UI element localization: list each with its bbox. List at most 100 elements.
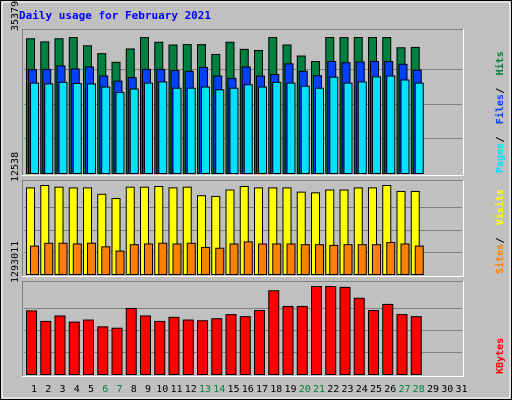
panel-hits-files-pages-bar-pages-day-18 — [272, 81, 282, 174]
panel-kbytes-bar-kbytes-day-16 — [239, 316, 251, 376]
panel-hits-files-pages-bar-pages-day-1 — [30, 82, 39, 174]
panel-hits-files-pages-bar-pages-day-28 — [414, 82, 424, 174]
panel-visits-sites-bar-sites-day-28 — [414, 245, 424, 276]
panel-hits-files-pages-bar-pages-day-4 — [72, 83, 82, 174]
x-tick-label-day-3: 3 — [59, 384, 65, 395]
x-tick-label-day-18: 18 — [270, 384, 282, 395]
panel-hits-files-pages-bar-pages-day-25 — [372, 76, 381, 174]
panel-hits-files-pages-legend-pages: Pages — [495, 143, 506, 173]
x-tick-label-day-24: 24 — [356, 384, 368, 395]
x-tick-label-day-22: 22 — [327, 384, 339, 395]
x-tick-label-day-14: 14 — [213, 384, 225, 395]
panel-hits-files-pages-bar-pages-day-20 — [300, 85, 310, 174]
panel-kbytes-bar-kbytes-day-28 — [410, 316, 422, 376]
panel-kbytes-bar-kbytes-day-13 — [197, 320, 208, 375]
panel-visits-sites-bar-sites-day-5 — [87, 242, 96, 276]
panel-visits-sites-bar-sites-day-12 — [186, 242, 196, 276]
panel-visits-sites-legend-sites: Sites — [494, 244, 506, 274]
panel-visits-sites-bar-sites-day-21 — [315, 244, 324, 275]
panel-kbytes-bar-kbytes-day-21 — [311, 286, 322, 375]
panel-visits-sites-bar-sites-day-6 — [101, 246, 111, 276]
x-tick-label-day-23: 23 — [341, 384, 353, 395]
x-tick-label-day-16: 16 — [242, 384, 254, 395]
panel-visits-sites-ymax-label: 12538 — [10, 152, 21, 182]
x-tick-label-day-13: 13 — [199, 384, 211, 395]
x-tick-label-day-31: 31 — [455, 384, 467, 395]
panel-kbytes-bar-kbytes-day-10 — [154, 320, 166, 376]
panel-visits-sites-bar-sites-day-8 — [129, 244, 139, 275]
x-tick-label-day-5: 5 — [88, 384, 94, 395]
x-tick-label-day-7: 7 — [116, 384, 122, 395]
x-tick-label-day-21: 21 — [313, 384, 325, 395]
panel-visits-sites-bar-sites-day-3 — [58, 242, 68, 276]
panel-kbytes-bar-kbytes-day-3 — [54, 315, 66, 375]
panel-hits-files-pages-bar-pages-day-22 — [329, 76, 339, 174]
panel-kbytes-bar-kbytes-day-25 — [368, 310, 379, 376]
x-tick-label-day-28: 28 — [413, 384, 425, 395]
panel-hits-files-pages-legend-hits: Hits — [494, 51, 506, 75]
x-tick-label-day-29: 29 — [427, 384, 439, 395]
panel-kbytes-bar-kbytes-day-4 — [68, 321, 80, 375]
panel-kbytes-bar-kbytes-day-1 — [26, 310, 37, 375]
panel-hits-files-pages-bar-pages-day-8 — [129, 88, 139, 174]
x-tick-label-day-30: 30 — [441, 384, 453, 395]
panel-visits-sites-bar-sites-day-7 — [115, 250, 125, 275]
x-tick-label-day-4: 4 — [74, 384, 80, 395]
panel-kbytes-bar-kbytes-day-24 — [353, 297, 365, 375]
panel-kbytes-bar-kbytes-day-8 — [125, 307, 137, 376]
x-tick-label-day-1: 1 — [31, 384, 37, 395]
panel-visits-sites-bar-sites-day-2 — [44, 242, 54, 276]
panel-kbytes-bar-kbytes-day-6 — [97, 326, 109, 375]
panel-kbytes-bar-kbytes-day-17 — [254, 310, 265, 376]
panel-hits-files-pages-bar-pages-day-11 — [172, 87, 182, 174]
panel-visits-sites-bar-sites-day-15 — [229, 243, 239, 275]
panel-kbytes-bar-kbytes-day-23 — [339, 286, 351, 375]
x-tick-label-day-20: 20 — [299, 384, 311, 395]
panel-hits-files-pages-bar-pages-day-27 — [400, 79, 410, 174]
panel-hits-files-pages-bar-pages-day-26 — [386, 75, 396, 174]
x-tick-label-day-11: 11 — [170, 384, 182, 395]
x-tick-label-day-12: 12 — [185, 384, 197, 395]
panel-visits-sites-legend-visits: Visits — [494, 189, 506, 225]
panel-kbytes-bar-kbytes-day-9 — [140, 315, 151, 375]
panel-hits-files-pages-bar-pages-day-16 — [243, 84, 253, 174]
panel-kbytes-bar-kbytes-day-26 — [382, 303, 394, 375]
panel-hits-files-pages-bar-pages-day-21 — [315, 87, 324, 174]
panel-visits-sites-bar-sites-day-17 — [258, 243, 267, 275]
panel-visits-sites-bar-sites-day-18 — [272, 243, 282, 275]
panel-hits-files-pages-bar-pages-day-15 — [229, 87, 239, 174]
panel-hits-files-pages-bar-pages-day-7 — [115, 92, 125, 174]
panel-hits-files-pages-bar-pages-day-6 — [101, 86, 111, 174]
panel-hits-files-pages-bar-pages-day-3 — [58, 81, 68, 174]
x-tick-label-day-26: 26 — [384, 384, 396, 395]
x-tick-label-day-2: 2 — [45, 384, 51, 395]
panel-visits-sites-bar-sites-day-20 — [300, 244, 310, 275]
panel-visits-sites-bar-sites-day-22 — [329, 244, 339, 275]
panel-visits-sites-bar-sites-day-25 — [372, 244, 381, 275]
x-tick-label-day-27: 27 — [398, 384, 410, 395]
panel-visits-sites-bar-sites-day-16 — [243, 241, 253, 275]
panel-kbytes-bar-kbytes-day-5 — [83, 319, 94, 375]
panel-hits-files-pages-bar-pages-day-5 — [87, 83, 96, 174]
panel-hits-files-pages-legend-files: Files — [494, 94, 506, 124]
panel-kbytes-ymax-label: 1293011 — [10, 241, 21, 283]
panel-hits-files-pages-bar-pages-day-14 — [215, 89, 225, 174]
panel-hits-files-pages-bar-pages-day-12 — [186, 87, 196, 174]
x-tick-label-day-6: 6 — [102, 384, 108, 395]
panel-kbytes-bar-kbytes-day-7 — [111, 327, 123, 376]
panel-kbytes-bar-kbytes-day-18 — [268, 290, 280, 376]
panel-kbytes-bar-kbytes-day-19 — [282, 305, 294, 375]
x-tick-label-day-25: 25 — [370, 384, 382, 395]
panel-visits-sites-legend-separator-1: / — [495, 237, 506, 243]
x-tick-label-day-9: 9 — [145, 384, 151, 395]
panel-hits-files-pages-bar-pages-day-2 — [44, 83, 54, 174]
panel-visits-sites-bar-sites-day-14 — [215, 247, 225, 275]
panel-hits-files-pages-legend-separator-1: / — [495, 136, 506, 142]
x-tick-label-day-15: 15 — [227, 384, 239, 395]
panel-kbytes-legend-kbytes: KBytes — [495, 338, 506, 374]
panel-visits-sites-bar-sites-day-1 — [30, 245, 39, 276]
x-tick-label-day-8: 8 — [131, 384, 137, 395]
panel-kbytes-bar-kbytes-day-27 — [396, 314, 408, 376]
panel-visits-sites-bar-sites-day-27 — [400, 243, 410, 275]
